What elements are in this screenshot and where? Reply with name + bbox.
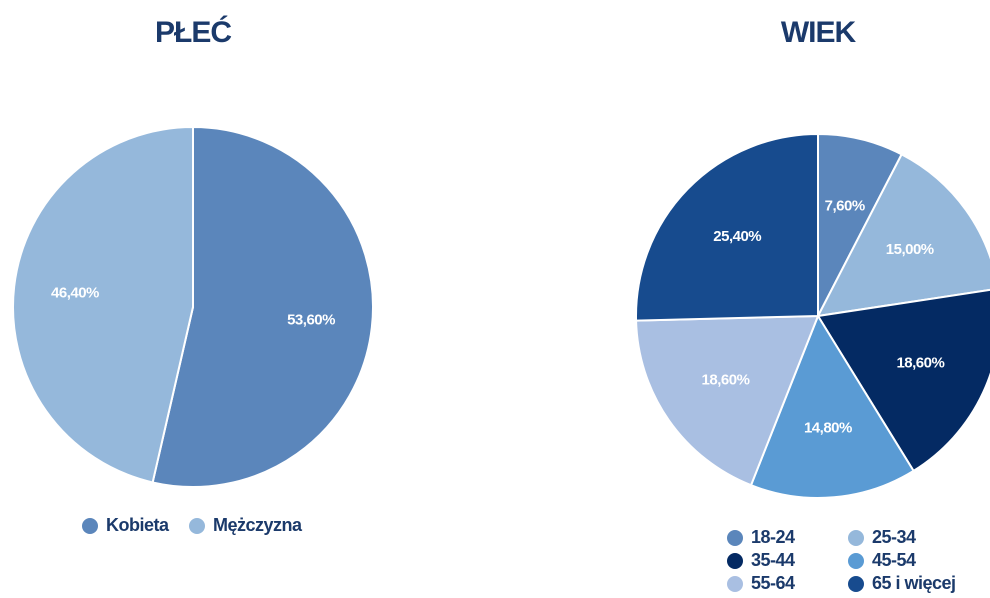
data-label: 18,60% bbox=[702, 372, 750, 389]
legend-swatch bbox=[189, 518, 205, 534]
pie-slice bbox=[12, 125, 194, 484]
chart-title: PŁEĆ bbox=[155, 15, 231, 49]
data-label: 25,40% bbox=[713, 228, 761, 245]
data-label: 14,80% bbox=[804, 419, 852, 436]
legend-label: 18-24 bbox=[751, 527, 795, 547]
legend-label: Mężczyzna bbox=[213, 515, 303, 535]
pie-slice bbox=[749, 313, 915, 499]
data-label: 18,60% bbox=[896, 354, 944, 371]
legend-swatch bbox=[727, 530, 743, 546]
data-label: 15,00% bbox=[886, 241, 934, 258]
legend-swatch bbox=[727, 553, 743, 569]
chart-title: WIEK bbox=[781, 16, 857, 49]
pie-slice bbox=[635, 132, 819, 322]
legend-label: 25-34 bbox=[872, 527, 916, 547]
legend-label: 35-44 bbox=[751, 550, 795, 570]
legend-label: 65 i więcej bbox=[872, 573, 956, 593]
data-label: 7,60% bbox=[825, 197, 865, 214]
legend-swatch bbox=[727, 576, 743, 592]
pie-slice bbox=[816, 153, 990, 318]
legend-label: 45-54 bbox=[872, 550, 916, 570]
legend-swatch bbox=[848, 530, 864, 546]
data-label: 46,40% bbox=[51, 285, 99, 302]
pie-slice bbox=[635, 314, 820, 487]
legend-swatch bbox=[82, 518, 98, 534]
legend-swatch bbox=[848, 553, 864, 569]
legend-label: 55-64 bbox=[751, 573, 795, 593]
pie-slice bbox=[151, 125, 374, 488]
data-label: 53,60% bbox=[287, 311, 335, 328]
legend-label: Kobieta bbox=[106, 515, 170, 535]
pie-slice bbox=[816, 288, 990, 473]
legend-swatch bbox=[848, 576, 864, 592]
